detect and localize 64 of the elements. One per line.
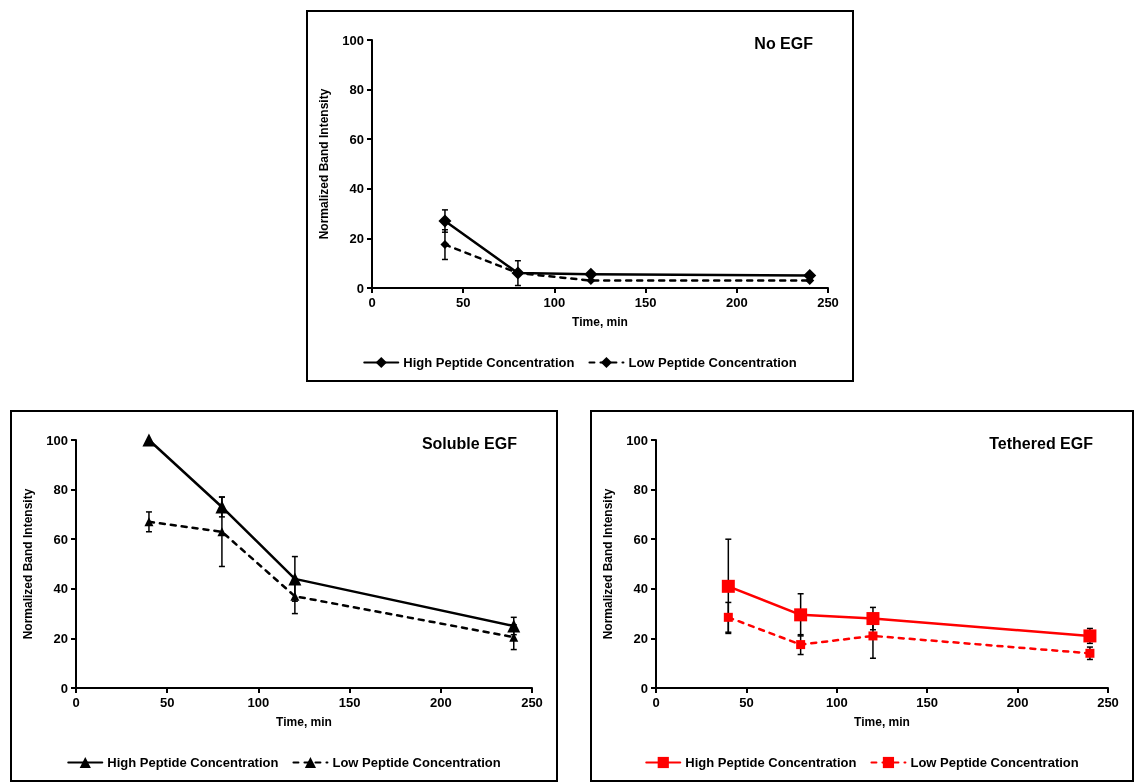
y-tick-label: 20	[633, 630, 648, 646]
y-tick-label: 40	[633, 581, 648, 597]
y-tick-label: 100	[342, 32, 364, 48]
y-tick-label: 40	[53, 581, 68, 597]
x-tick-label: 150	[338, 695, 361, 710]
y-tick-label: 0	[640, 680, 648, 696]
x-tick-label: 250	[1097, 695, 1119, 710]
point	[1083, 629, 1097, 643]
x-axis-title: Time, min	[276, 715, 332, 729]
x-tick-label: 50	[159, 695, 175, 710]
chart-title: Soluble EGF	[421, 434, 518, 452]
y-tick-label: 20	[349, 230, 364, 246]
chart-title: No EGF	[754, 34, 814, 52]
y-axis-title: Normalized Band Intensity	[317, 88, 331, 240]
legend-label: Low Peptide Concentration	[332, 755, 501, 770]
x-tick-label: 100	[247, 695, 270, 710]
x-axis-title: Time, min	[854, 715, 910, 729]
x-tick-label: 0	[652, 695, 660, 710]
point	[144, 517, 154, 527]
point	[723, 612, 733, 622]
y-tick-label: 20	[53, 630, 68, 646]
point	[440, 240, 450, 250]
point	[288, 572, 302, 586]
point	[217, 527, 227, 537]
y-tick-label: 60	[349, 131, 364, 147]
y-tick-label: 0	[60, 680, 68, 696]
x-tick-label: 250	[817, 295, 839, 310]
legend-label: Low Peptide Concentration	[910, 755, 1079, 770]
point	[794, 608, 808, 622]
point	[866, 612, 880, 626]
y-tick-label: 0	[356, 280, 364, 296]
x-tick-label: 0	[368, 295, 376, 310]
x-tick-label: 200	[1006, 695, 1029, 710]
x-tick-label: 50	[739, 695, 754, 710]
point	[215, 500, 229, 514]
point	[142, 433, 156, 447]
x-tick-label: 0	[72, 695, 80, 710]
y-tick-label: 60	[633, 531, 648, 547]
x-tick-label: 250	[521, 695, 543, 710]
y-tick-label: 60	[53, 531, 68, 547]
y-tick-label: 40	[349, 181, 364, 197]
chart-title: Tethered EGF	[989, 434, 1094, 452]
legend-label: High Peptide Concentration	[685, 755, 857, 770]
x-tick-label: 200	[725, 295, 748, 310]
legend-label: High Peptide Concentration	[403, 355, 575, 370]
y-tick-label: 100	[46, 432, 68, 448]
y-tick-label: 80	[53, 482, 68, 498]
point	[721, 579, 735, 593]
y-axis-title: Normalized Band Intensity	[21, 488, 35, 640]
x-axis-title: Time, min	[572, 315, 628, 329]
y-axis-title: Normalized Band Intensity	[601, 488, 615, 640]
x-tick-label: 50	[455, 295, 471, 310]
x-tick-label: 200	[429, 695, 452, 710]
legend-label: Low Peptide Concentration	[628, 355, 797, 370]
y-tick-label: 80	[633, 482, 648, 498]
y-tick-label: 100	[626, 432, 648, 448]
x-tick-label: 150	[916, 695, 939, 710]
y-tick-label: 80	[349, 82, 364, 98]
legend-label: High Peptide Concentration	[107, 755, 279, 770]
point	[438, 214, 452, 228]
x-tick-label: 100	[825, 695, 848, 710]
point	[796, 640, 806, 650]
x-tick-label: 100	[543, 295, 566, 310]
x-tick-label: 150	[634, 295, 657, 310]
